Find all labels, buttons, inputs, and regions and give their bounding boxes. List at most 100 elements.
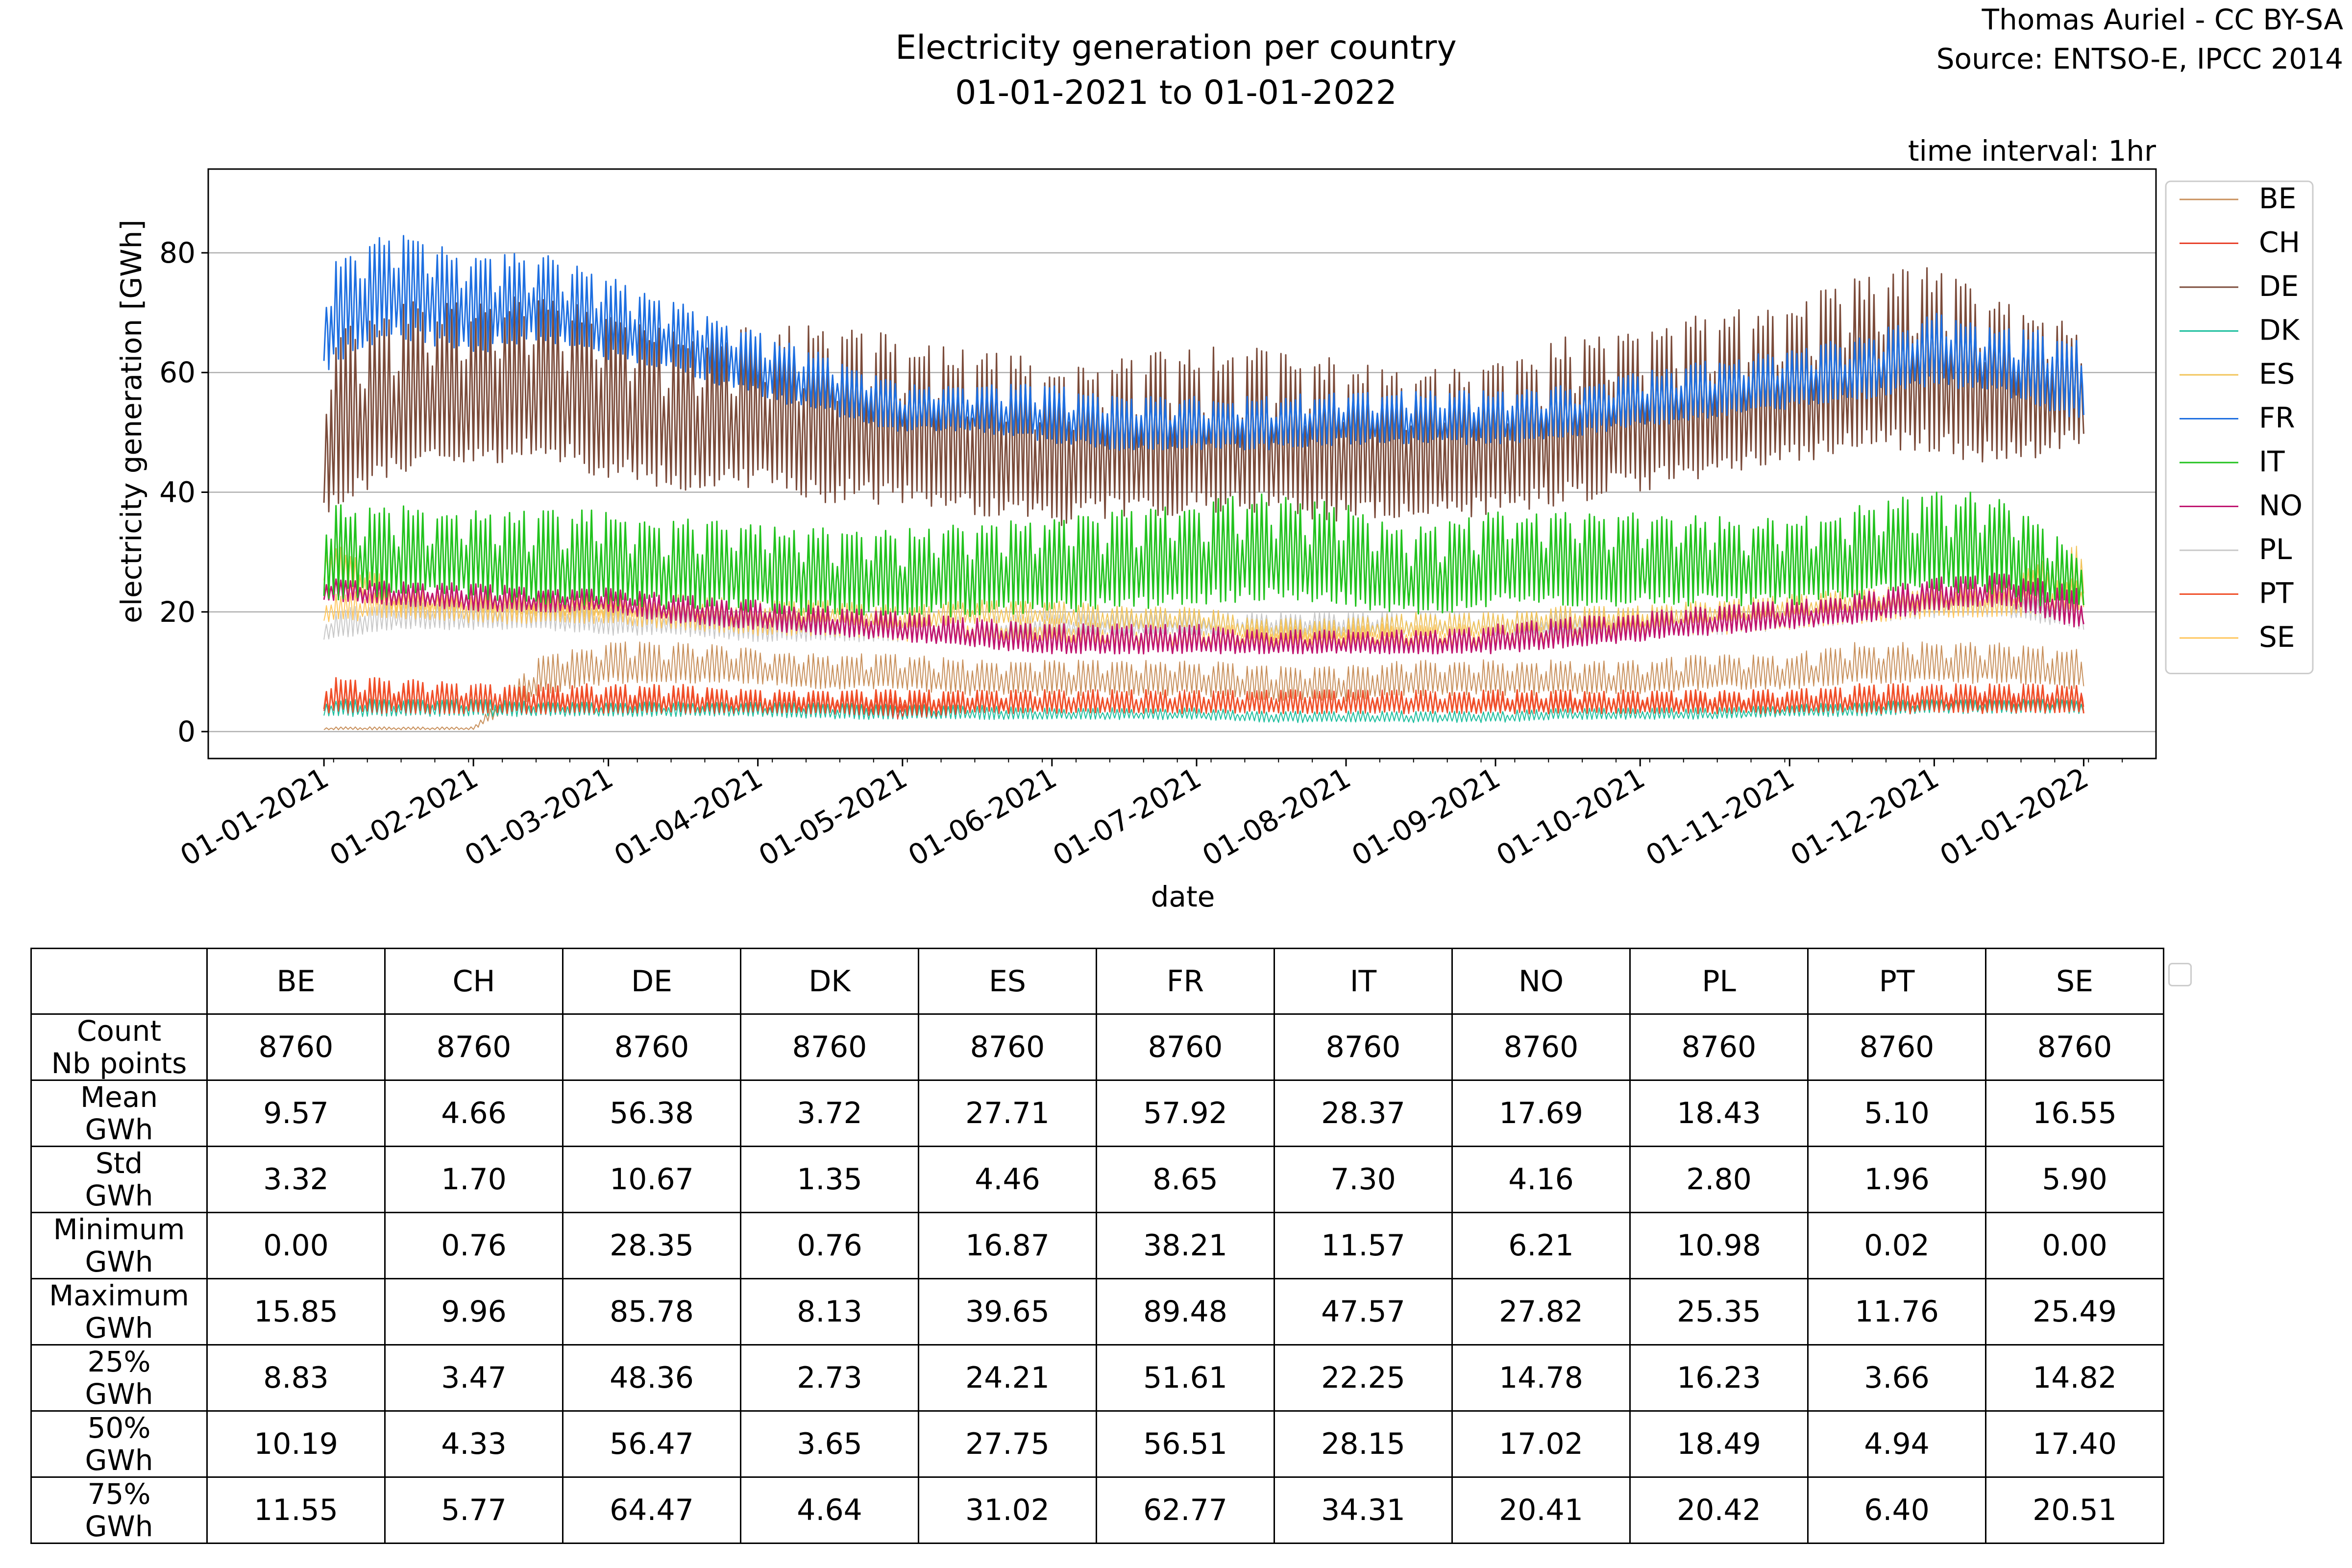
table-cell: 11.76 bbox=[1807, 1278, 1986, 1346]
table-cell: 31.02 bbox=[918, 1476, 1097, 1544]
table-cell: 24.21 bbox=[918, 1344, 1097, 1412]
table-cell: 14.82 bbox=[1985, 1344, 2164, 1412]
y-axis-label: electricity generation [GWh] bbox=[115, 220, 148, 623]
table-cell: 8760 bbox=[1096, 1013, 1275, 1081]
legend-label-de: DE bbox=[2259, 270, 2299, 303]
table-row: 50% GWh 10.19 4.33 56.47 3.65 27.75 56.51 28.15 1… bbox=[30, 1410, 2164, 1478]
table-cell: 22.25 bbox=[1274, 1344, 1453, 1412]
table-column-header: PT bbox=[1807, 948, 1986, 1015]
table-cell: 8760 bbox=[1274, 1013, 1453, 1081]
legend-label-it: IT bbox=[2259, 445, 2285, 478]
table-row: Mean GWh 9.57 4.66 56.38 3.72 27.71 57.92 28.37 1… bbox=[30, 1079, 2164, 1147]
table-cell: 8760 bbox=[1629, 1013, 1809, 1081]
table-row-label: Count Nb points bbox=[30, 1013, 208, 1081]
x-tick-label: 01-01-2021 bbox=[174, 761, 334, 872]
y-tick-label: 20 bbox=[159, 595, 196, 629]
table-cell: 0.02 bbox=[1807, 1212, 1986, 1279]
legend-label-se: SE bbox=[2259, 620, 2295, 654]
table-row: 25% GWh 8.83 3.47 48.36 2.73 24.21 51.61 22.25 14… bbox=[30, 1344, 2164, 1412]
table-cell: 51.61 bbox=[1096, 1344, 1275, 1412]
table-row-label: Mean GWh bbox=[30, 1079, 208, 1147]
table-cell: 8760 bbox=[1985, 1013, 2164, 1081]
table-cell: 56.51 bbox=[1096, 1410, 1275, 1478]
legend-label-pl: PL bbox=[2259, 533, 2292, 566]
line-chart: 0 20 40 60 80 01-01-202101-02-202101-03-2021… bbox=[115, 168, 2314, 913]
row-label-name: Std bbox=[95, 1147, 143, 1180]
table-column-header: NO bbox=[1451, 948, 1631, 1015]
table-cell: 0.00 bbox=[1985, 1212, 2164, 1279]
table-cell: 10.19 bbox=[206, 1410, 386, 1478]
legend-label-pt: PT bbox=[2259, 577, 2294, 610]
table-row: Count Nb points 8760 8760 8760 8760 8760 8760 87… bbox=[30, 1013, 2164, 1081]
series-layer bbox=[323, 235, 2084, 731]
x-tick-label: 01-12-2021 bbox=[1785, 761, 1944, 872]
statistics-table: BE CH DE DK ES FR IT NO PL PT SE Count Nb points 876… bbox=[30, 948, 2164, 1544]
table-cell: 27.82 bbox=[1451, 1278, 1631, 1346]
x-axis-label: date bbox=[1151, 880, 1215, 913]
table-cell: 0.00 bbox=[206, 1212, 386, 1279]
row-label-name: Maximum bbox=[49, 1279, 189, 1312]
table-cell: 15.85 bbox=[206, 1278, 386, 1346]
table-cell: 38.21 bbox=[1096, 1212, 1275, 1279]
x-tick-label: 01-11-2021 bbox=[1640, 761, 1800, 872]
series-line-no bbox=[323, 572, 2084, 655]
y-axis: 0 20 40 60 80 bbox=[159, 236, 208, 748]
table-cell: 18.49 bbox=[1629, 1410, 1809, 1478]
table-cell: 8760 bbox=[918, 1013, 1097, 1081]
credits: Thomas Auriel - CC BY-SA Source: ENTSO-E… bbox=[1936, 0, 2343, 78]
table-cell: 17.02 bbox=[1451, 1410, 1631, 1478]
legend-label-be: BE bbox=[2259, 182, 2296, 215]
series-line-pt bbox=[323, 677, 2084, 714]
table-row-label: 75% GWh bbox=[30, 1476, 208, 1544]
row-label-name: Minimum bbox=[53, 1213, 185, 1246]
table-column-header: SE bbox=[1985, 948, 2164, 1015]
table-cell: 4.64 bbox=[740, 1476, 919, 1544]
table-cell: 8.13 bbox=[740, 1278, 919, 1346]
series-line-it bbox=[323, 491, 2084, 618]
table-cell: 14.78 bbox=[1451, 1344, 1631, 1412]
table-cell: 8760 bbox=[384, 1013, 564, 1081]
table-cell: 16.23 bbox=[1629, 1344, 1809, 1412]
legend-label-dk: DK bbox=[2259, 314, 2301, 347]
x-tick-label: 01-09-2021 bbox=[1346, 761, 1506, 872]
row-label-name: 50% bbox=[87, 1411, 151, 1445]
table-column-header: BE bbox=[206, 948, 386, 1015]
table-cell: 8760 bbox=[562, 1013, 741, 1081]
table-cell: 57.92 bbox=[1096, 1079, 1275, 1147]
legend-label-no: NO bbox=[2259, 489, 2303, 522]
legend-label-ch: CH bbox=[2259, 226, 2300, 259]
x-tick-label: 01-06-2021 bbox=[903, 761, 1062, 872]
credit-author: Thomas Auriel - CC BY-SA bbox=[1982, 3, 2343, 36]
table-cell: 4.16 bbox=[1451, 1146, 1631, 1213]
x-tick-label: 01-04-2021 bbox=[609, 761, 768, 872]
row-label-unit: GWh bbox=[85, 1377, 153, 1411]
plot-frame bbox=[207, 168, 2157, 760]
x-axis: 01-01-202101-02-202101-03-202101-04-2021… bbox=[174, 759, 2123, 873]
table-cell: 4.94 bbox=[1807, 1410, 1986, 1478]
table-cell: 9.96 bbox=[384, 1278, 564, 1346]
table-cell: 28.35 bbox=[562, 1212, 741, 1279]
table-cell: 1.35 bbox=[740, 1146, 919, 1213]
table-cell: 10.98 bbox=[1629, 1212, 1809, 1279]
table-cell: 11.55 bbox=[206, 1476, 386, 1544]
table-cell: 18.43 bbox=[1629, 1079, 1809, 1147]
table-cell: 6.40 bbox=[1807, 1476, 1986, 1544]
table-row: Minimum GWh 0.00 0.76 28.35 0.76 16.87 38.21 11.… bbox=[30, 1212, 2164, 1279]
table-header-row: BE CH DE DK ES FR IT NO PL PT SE bbox=[30, 948, 2164, 1015]
y-tick-label: 80 bbox=[159, 236, 196, 270]
series-line-dk bbox=[323, 698, 2084, 723]
table-column-header: PL bbox=[1629, 948, 1809, 1015]
x-tick-label: 01-08-2021 bbox=[1197, 761, 1356, 872]
table-cell: 64.47 bbox=[562, 1476, 741, 1544]
table-body: Count Nb points 8760 8760 8760 8760 8760 8760 87… bbox=[30, 1013, 2164, 1544]
table-cell: 1.70 bbox=[384, 1146, 564, 1213]
legend-label-es: ES bbox=[2259, 357, 2295, 391]
table-cell: 25.35 bbox=[1629, 1278, 1809, 1346]
table-cell: 56.38 bbox=[562, 1079, 741, 1147]
row-label-unit: GWh bbox=[85, 1179, 153, 1212]
y-tick-label: 0 bbox=[177, 715, 196, 748]
table-cell: 20.51 bbox=[1985, 1476, 2164, 1544]
x-tick-label: 01-05-2021 bbox=[753, 761, 913, 872]
table-row-label: 50% GWh bbox=[30, 1410, 208, 1478]
x-tick-label: 01-03-2021 bbox=[459, 761, 619, 872]
